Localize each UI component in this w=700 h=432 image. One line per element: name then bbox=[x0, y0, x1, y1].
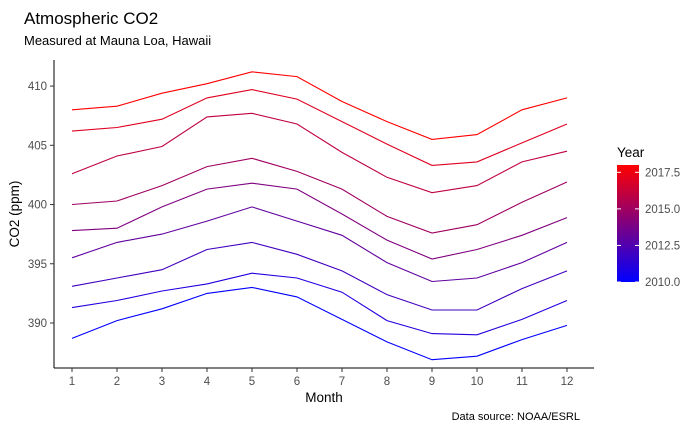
x-tick-label: 10 bbox=[471, 376, 484, 388]
x-tick-label: 9 bbox=[429, 376, 435, 388]
series-line-2017 bbox=[71, 89, 568, 166]
chart-title: Atmospheric CO2 bbox=[24, 9, 158, 28]
legend-colorbar bbox=[617, 165, 639, 282]
series-line-2016 bbox=[71, 112, 568, 194]
y-tick-label: 400 bbox=[28, 200, 47, 212]
y-tick-label: 395 bbox=[28, 259, 47, 271]
legend-ticks: 2010.0 2012.5 2015.0 2017.5 bbox=[617, 167, 680, 289]
series-line-2018 bbox=[71, 71, 568, 140]
series-line-2012 bbox=[71, 241, 568, 311]
legend-label: 2015.0 bbox=[645, 204, 680, 216]
x-tick-label: 8 bbox=[384, 376, 390, 388]
caption: Data source: NOAA/ESRL bbox=[452, 411, 580, 423]
series-line-2014 bbox=[71, 182, 568, 260]
x-tick-label: 3 bbox=[159, 376, 165, 388]
y-axis-title: CO2 (ppm) bbox=[7, 181, 22, 248]
legend: Year 2010.0 2012.5 2015.0 2017.5 bbox=[617, 145, 680, 289]
x-tick-label: 6 bbox=[294, 376, 300, 388]
series-line-2011 bbox=[71, 272, 568, 336]
x-tick-label: 2 bbox=[114, 376, 120, 388]
x-axis-title: Month bbox=[305, 390, 343, 405]
chart-subtitle: Measured at Mauna Loa, Hawaii bbox=[24, 33, 211, 48]
y-axis-ticks: 390 395 400 405 410 bbox=[28, 81, 54, 330]
x-axis-ticks: 1 2 3 4 5 6 7 8 9 10 11 12 bbox=[69, 368, 574, 388]
y-tick-label: 410 bbox=[28, 81, 47, 93]
series-line-2010 bbox=[71, 286, 568, 361]
legend-title: Year bbox=[617, 145, 645, 160]
series-lines bbox=[71, 71, 568, 361]
x-tick-label: 7 bbox=[339, 376, 345, 388]
y-tick-label: 405 bbox=[28, 140, 47, 152]
x-tick-label: 11 bbox=[516, 376, 528, 388]
x-tick-label: 5 bbox=[249, 376, 255, 388]
legend-label: 2017.5 bbox=[645, 167, 680, 179]
legend-label: 2010.0 bbox=[645, 277, 680, 289]
x-tick-label: 1 bbox=[69, 376, 75, 388]
series-line-2013 bbox=[71, 206, 568, 283]
x-tick-label: 12 bbox=[561, 376, 574, 388]
series-line-2015 bbox=[71, 157, 568, 234]
x-tick-label: 4 bbox=[204, 376, 211, 388]
y-tick-label: 390 bbox=[28, 318, 47, 330]
legend-label: 2012.5 bbox=[645, 240, 680, 252]
